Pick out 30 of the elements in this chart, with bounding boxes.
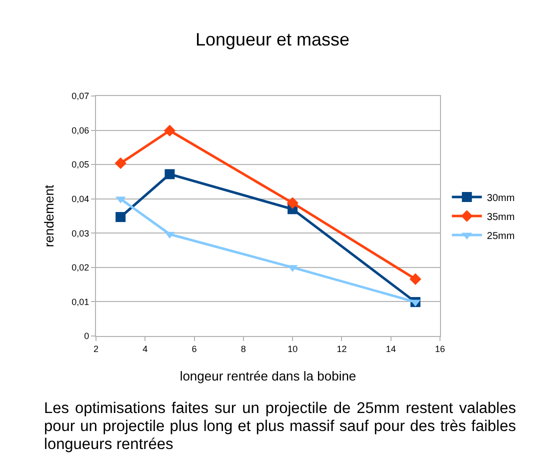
- y-tick-label: 0,06: [72, 125, 90, 136]
- y-tick-label: 0,02: [72, 262, 90, 273]
- x-tick-label: 14: [386, 344, 396, 354]
- point: [164, 169, 175, 180]
- x-tick-label: 2: [93, 344, 99, 354]
- point: [116, 212, 126, 222]
- y-axis-title: rendement: [42, 184, 57, 248]
- x-tick-label: 12: [336, 344, 347, 354]
- legend-label: 25mm: [486, 230, 515, 242]
- y-tick-label: 0,01: [72, 296, 90, 307]
- chart-title: Longueur et masse: [195, 30, 350, 50]
- point: [114, 157, 126, 170]
- point: [164, 124, 176, 136]
- x-tick-label: 4: [142, 344, 148, 354]
- legend-label: 35mm: [486, 212, 515, 223]
- point: [410, 273, 422, 285]
- x-tick-label: 6: [192, 344, 197, 354]
- x-tick-label: 8: [240, 344, 246, 354]
- x-axis-title: longeur rentrée dans la bobine: [180, 368, 356, 384]
- y-tick-label: 0,03: [72, 228, 90, 238]
- y-tick-label: 0,05: [72, 160, 90, 170]
- point: [164, 232, 175, 239]
- text: Les optimisations faites sur un projectile de 25mm restent valables pour un projectile plus long et plus massif sauf pour des très faibles longueurs rentrées: [44, 400, 516, 454]
- legend-label: 30mm: [486, 192, 515, 204]
- y-tick-label: 0: [84, 331, 90, 342]
- x-tick-label: 10: [288, 344, 298, 354]
- x-tick-label: 16: [434, 344, 446, 354]
- y-tick-label: 0,07: [72, 91, 90, 102]
- point: [286, 197, 298, 209]
- y-tick-label: 0,04: [72, 194, 90, 204]
